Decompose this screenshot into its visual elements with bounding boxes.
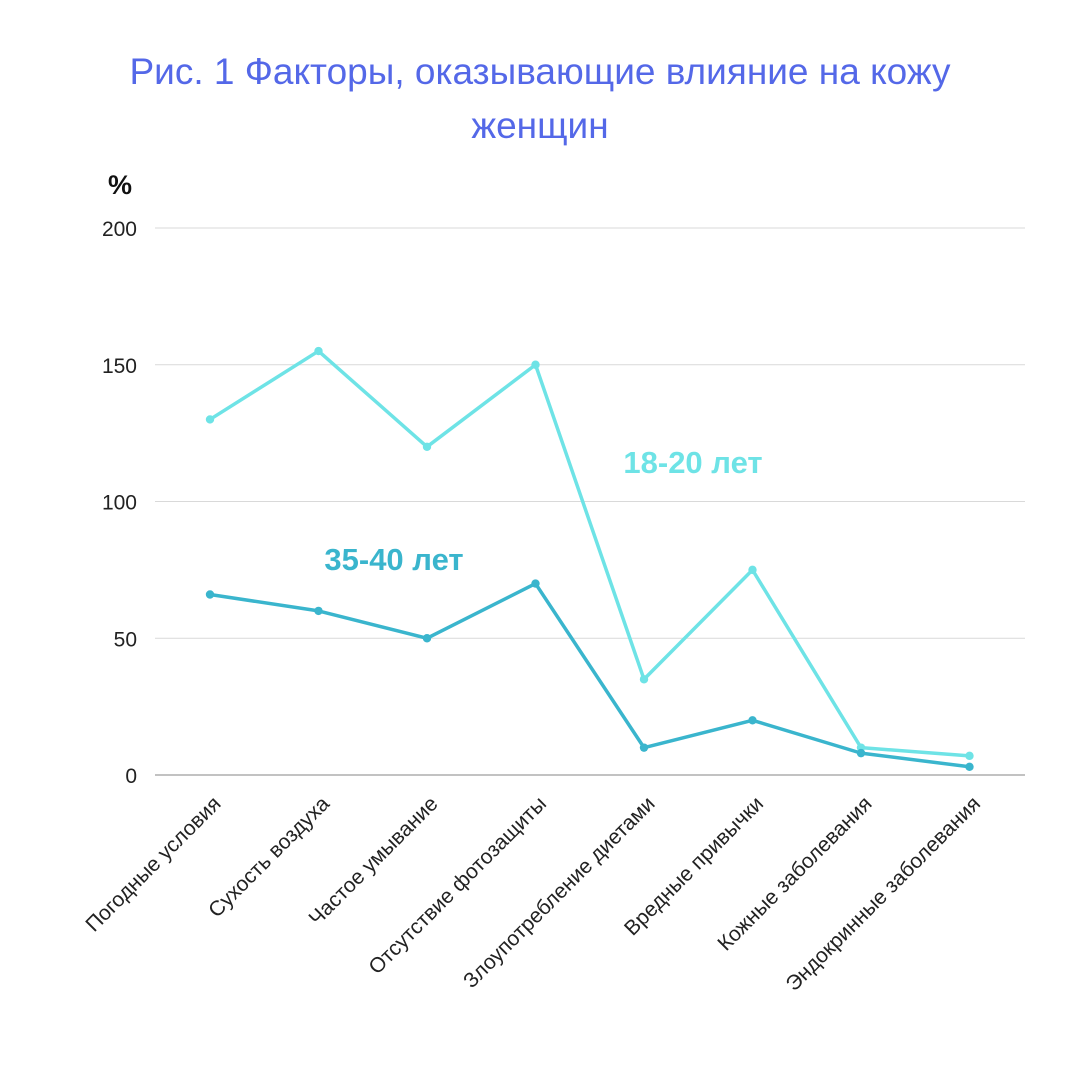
y-tick-label: 50 bbox=[114, 628, 137, 651]
y-tick-label: 0 bbox=[125, 765, 137, 788]
x-category-label: Эндокринные заболевания bbox=[782, 792, 986, 996]
data-point bbox=[205, 415, 215, 424]
data-point bbox=[639, 675, 649, 684]
data-point bbox=[748, 716, 757, 725]
y-tick-label: 150 bbox=[102, 355, 137, 378]
data-point bbox=[422, 442, 432, 451]
y-axis-tick-labels: 0 50 100 150 200 bbox=[102, 218, 137, 788]
data-point bbox=[531, 579, 540, 588]
series-label: 18-20 лет bbox=[623, 445, 762, 480]
chart-title-line: женщин bbox=[471, 105, 608, 146]
y-tick-label: 100 bbox=[102, 492, 137, 515]
data-point bbox=[422, 634, 432, 643]
data-point bbox=[748, 565, 757, 575]
series-0 bbox=[205, 346, 974, 761]
grid-lines bbox=[155, 227, 1025, 776]
data-point bbox=[531, 360, 540, 369]
y-tick-label: 200 bbox=[102, 218, 137, 241]
x-category-label: Злоупотребление диетами bbox=[459, 792, 659, 992]
x-category-label: Погодные условия bbox=[81, 792, 225, 936]
series-lines bbox=[205, 346, 974, 771]
series-line bbox=[209, 349, 970, 758]
data-point bbox=[965, 751, 974, 761]
series-label: 35-40 лет bbox=[324, 542, 463, 577]
data-point bbox=[314, 606, 323, 616]
chart-title: Рис. 1 Факторы, оказывающие влияние на к… bbox=[129, 51, 951, 146]
series-1 bbox=[205, 579, 974, 771]
data-point bbox=[639, 743, 649, 752]
data-point bbox=[856, 748, 866, 758]
x-category-label: Отсутствие фотозащиты bbox=[364, 792, 551, 979]
series-labels: 18-20 лет 35-40 лет bbox=[324, 445, 762, 577]
y-axis-unit-label: % bbox=[108, 170, 132, 200]
series-line bbox=[209, 581, 970, 769]
data-point bbox=[205, 590, 215, 599]
chart-title-line: Рис. 1 Факторы, оказывающие влияние на к… bbox=[129, 51, 951, 92]
data-point bbox=[314, 346, 323, 356]
data-point bbox=[965, 762, 974, 771]
